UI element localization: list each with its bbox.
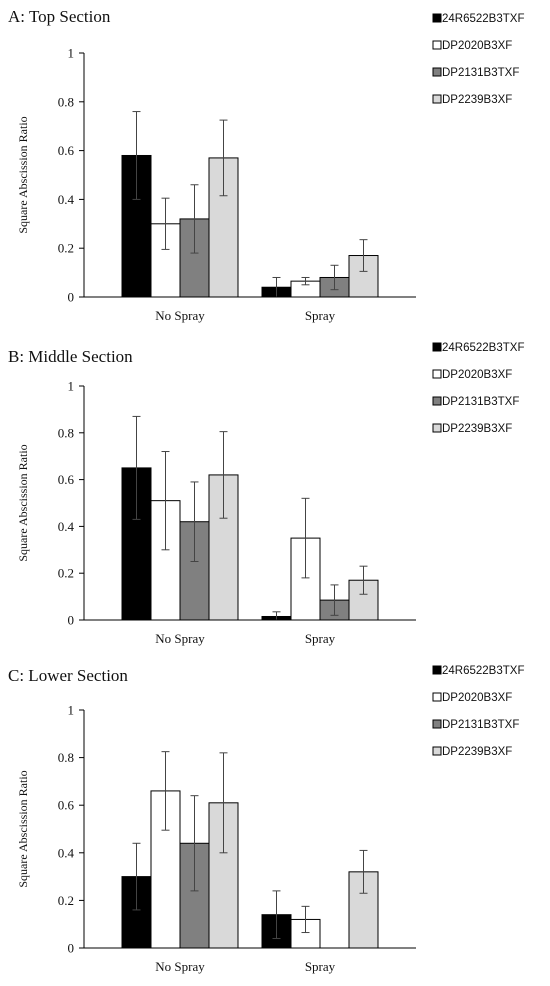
legend-swatch bbox=[432, 423, 442, 433]
panel-1: A: Top Section Square Abscission Ratio 0 0.… bbox=[8, 7, 524, 323]
legend-label: 24R6522B3TXF bbox=[442, 342, 524, 354]
panel-title: A: Top Section bbox=[8, 7, 111, 26]
category-label: No Spray bbox=[155, 631, 205, 646]
legend-swatch bbox=[432, 13, 442, 23]
y-tick-label: 1 bbox=[68, 46, 75, 61]
y-tick-label: 0.2 bbox=[58, 241, 74, 256]
legend-swatch bbox=[432, 342, 442, 352]
y-tick-label: 0.8 bbox=[58, 94, 74, 109]
y-tick-label: 0 bbox=[68, 613, 75, 628]
legend-swatch bbox=[432, 396, 442, 406]
y-tick-label: 0 bbox=[68, 941, 75, 956]
category-label: No Spray bbox=[155, 308, 205, 323]
panel-title: C: Lower Section bbox=[8, 666, 128, 685]
y-tick-label: 0.6 bbox=[58, 143, 75, 158]
legend-label: DP2131B3TXF bbox=[442, 396, 519, 408]
legend-label: DP2131B3TXF bbox=[442, 67, 519, 79]
legend-label: DP2020B3XF bbox=[442, 692, 512, 704]
panel-title: B: Middle Section bbox=[8, 347, 133, 366]
legend-swatch bbox=[432, 746, 442, 756]
legend-label: DP2239B3XF bbox=[442, 94, 512, 106]
y-tick-label: 1 bbox=[68, 703, 75, 718]
legend-label: DP2239B3XF bbox=[442, 423, 512, 435]
y-axis-label: Square Abscission Ratio bbox=[16, 770, 30, 887]
category-label: Spray bbox=[305, 631, 336, 646]
legend-swatch bbox=[432, 67, 442, 77]
category-label: Spray bbox=[305, 308, 336, 323]
panel-3: C: Lower Section Square Abscission Ratio 0… bbox=[8, 665, 524, 974]
legend-label: 24R6522B3TXF bbox=[442, 13, 524, 25]
y-tick-label: 0.8 bbox=[58, 425, 74, 440]
legend-label: DP2131B3TXF bbox=[442, 719, 519, 731]
legend-swatch bbox=[432, 692, 442, 702]
y-tick-label: 0.2 bbox=[58, 566, 74, 581]
y-tick-label: 0.4 bbox=[58, 519, 75, 534]
legend-swatch bbox=[432, 369, 442, 379]
category-label: No Spray bbox=[155, 959, 205, 974]
y-tick-label: 0.2 bbox=[58, 893, 74, 908]
legend-swatch bbox=[432, 665, 442, 675]
legend-label: DP2020B3XF bbox=[442, 40, 512, 52]
y-tick-label: 0.6 bbox=[58, 798, 75, 813]
y-tick-label: 0.8 bbox=[58, 750, 74, 765]
legend-label: 24R6522B3TXF bbox=[442, 665, 524, 677]
y-tick-label: 0.4 bbox=[58, 192, 75, 207]
y-axis-label: Square Abscission Ratio bbox=[16, 444, 30, 561]
legend-swatch bbox=[432, 719, 442, 729]
panel-2: B: Middle Section Square Abscission Ratio… bbox=[8, 342, 524, 646]
category-label: Spray bbox=[305, 959, 336, 974]
y-tick-label: 1 bbox=[68, 379, 75, 394]
y-tick-label: 0.6 bbox=[58, 472, 75, 487]
y-axis-label: Square Abscission Ratio bbox=[16, 116, 30, 233]
y-tick-label: 0 bbox=[68, 290, 75, 305]
legend-label: DP2239B3XF bbox=[442, 746, 512, 758]
legend-label: DP2020B3XF bbox=[442, 369, 512, 381]
legend-swatch bbox=[432, 40, 442, 50]
y-tick-label: 0.4 bbox=[58, 845, 75, 860]
legend-swatch bbox=[432, 94, 442, 104]
